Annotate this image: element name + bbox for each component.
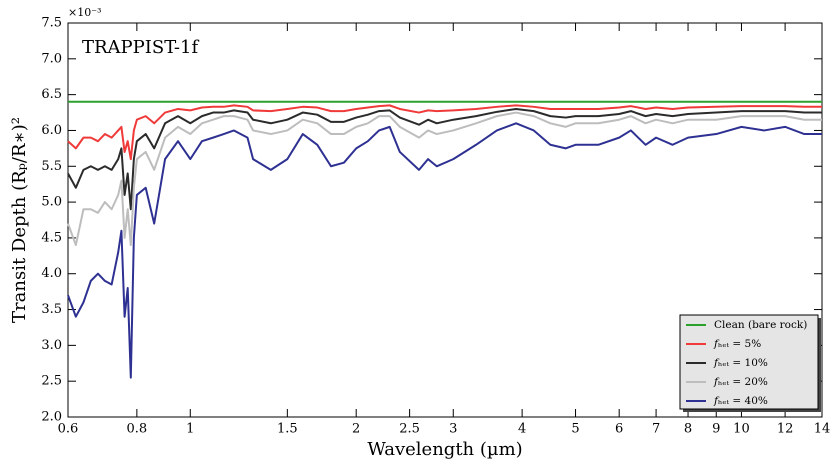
y-axis-label: Transit Depth (Rₚ/R∗)² [9, 117, 30, 323]
y-tick-label: 6.0 [41, 123, 62, 138]
x-tick-label: 7 [652, 422, 660, 437]
y-tick-label: 4.5 [41, 230, 62, 245]
x-tick-label: 8 [684, 422, 692, 437]
y-tick-label: 3.0 [41, 338, 62, 353]
x-tick-label: 14 [814, 422, 831, 437]
x-tick-label: 2 [352, 422, 360, 437]
x-tick-label: 3 [449, 422, 457, 437]
series-line [67, 122, 822, 379]
y-tick-label: 3.5 [41, 302, 62, 317]
x-tick-label: 10 [733, 422, 750, 437]
y-tick-label: 6.5 [41, 87, 62, 102]
legend-label: Clean (bare rock) [714, 319, 807, 331]
x-tick-label: 1 [186, 422, 194, 437]
y-tick-label: 5.0 [41, 195, 62, 210]
y-tick-label: 5.5 [41, 159, 62, 174]
x-tick-label: 5 [571, 422, 579, 437]
series-line [67, 107, 822, 211]
y-tick-label: 7.5 [41, 16, 62, 31]
x-axis-label: Wavelength (µm) [367, 439, 522, 460]
series-line [67, 111, 822, 247]
x-tick-label: 0.6 [58, 422, 79, 437]
legend-label: 𝑓ₕₑₜ = 20% [713, 376, 768, 388]
y-tick-label: 2.0 [41, 410, 62, 425]
x-tick-label: 9 [712, 422, 720, 437]
x-tick-label: 1.5 [277, 422, 298, 437]
y-tick-label: 2.5 [41, 374, 62, 389]
chart-annotation: TRAPPIST-1f [82, 37, 199, 58]
y-tick-label: 4.0 [41, 266, 62, 281]
x-tick-label: 4 [518, 422, 526, 437]
x-tick-label: 0.8 [127, 422, 148, 437]
series-line [67, 104, 822, 161]
legend-label: 𝑓ₕₑₜ = 10% [713, 357, 768, 369]
legend-label: 𝑓ₕₑₜ = 40% [713, 395, 768, 407]
y-tick-label: 7.0 [41, 51, 62, 66]
y-offset-label: ×10⁻³ [68, 6, 101, 19]
legend-label: 𝑓ₕₑₜ = 5% [713, 338, 761, 350]
x-tick-label: 6 [615, 422, 623, 437]
x-tick-label: 12 [777, 422, 794, 437]
x-tick-label: 2.5 [399, 422, 420, 437]
